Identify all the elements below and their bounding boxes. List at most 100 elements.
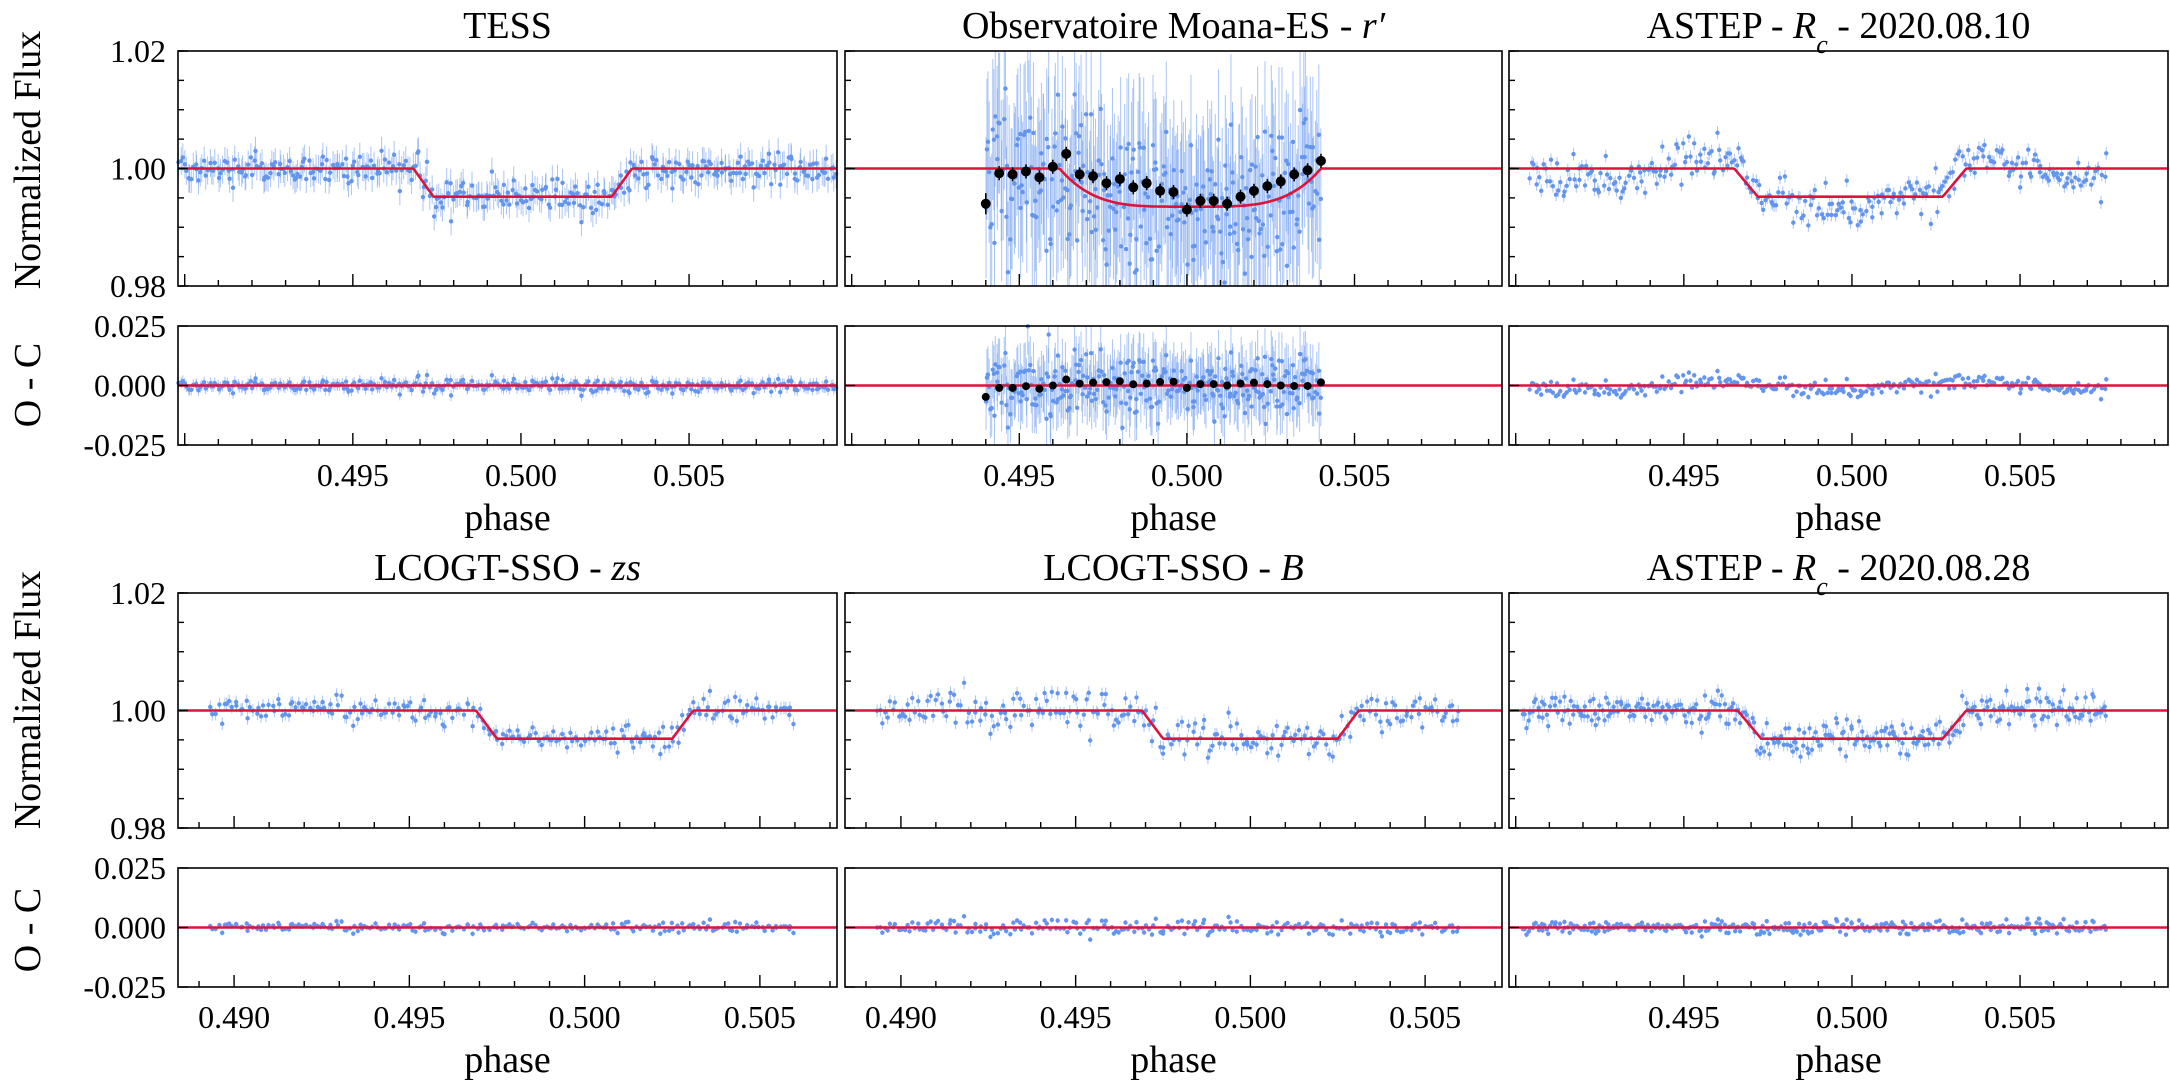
resid-point xyxy=(564,928,570,934)
resid-point xyxy=(1623,389,1628,394)
resid-point xyxy=(547,387,553,393)
flux-point xyxy=(1906,180,1911,185)
flux-point xyxy=(1917,187,1923,193)
flux-point xyxy=(762,170,767,176)
flux-point xyxy=(2014,162,2019,167)
flux-point xyxy=(1808,202,1814,208)
flux-point xyxy=(335,161,340,167)
flux-point xyxy=(514,201,520,206)
binned-point xyxy=(1074,169,1085,180)
binned-resid-point xyxy=(1048,381,1057,390)
binned-point xyxy=(1114,174,1125,185)
flux-ytick-label: 0.98 xyxy=(110,268,166,304)
flux-point xyxy=(533,731,538,736)
flux-point xyxy=(1527,176,1532,181)
flux-point xyxy=(511,178,516,183)
x-tick-label: 0.495 xyxy=(983,457,1055,493)
resid-point xyxy=(249,385,255,391)
flux-point xyxy=(1833,212,1838,218)
flux-point xyxy=(733,694,738,700)
flux-point xyxy=(296,701,301,706)
resid-point xyxy=(1153,368,1159,373)
flux-point xyxy=(1311,204,1316,209)
panel-2: Observatoire Moana-ES - r′ 0.495 0.500 0.50… xyxy=(844,5,1503,539)
resid-point xyxy=(1188,358,1194,363)
flux-point xyxy=(1935,209,1940,215)
flux-data xyxy=(1527,126,2109,232)
flux-point xyxy=(705,705,711,710)
flux-point xyxy=(823,156,829,161)
flux-point xyxy=(1736,146,1741,151)
flux-point xyxy=(1910,186,1915,192)
flux-point xyxy=(1940,183,1945,189)
flux-point xyxy=(559,202,565,208)
flux-data xyxy=(983,51,1324,286)
flux-point xyxy=(568,730,573,736)
binned-point xyxy=(1021,166,1032,177)
resid-point xyxy=(1046,332,1051,337)
flux-point xyxy=(1039,151,1044,156)
flux-point xyxy=(1574,184,1579,189)
flux-point xyxy=(418,705,424,710)
resid-ytick-label: -0.025 xyxy=(83,427,166,463)
flux-point xyxy=(1858,219,1863,224)
binned-resid-point xyxy=(1223,381,1232,390)
resid-point xyxy=(1935,389,1940,394)
flux-point xyxy=(1681,141,1686,146)
resid-point xyxy=(1031,368,1036,374)
flux-point xyxy=(1176,217,1181,222)
flux-point xyxy=(1791,220,1796,225)
flux-point xyxy=(1844,178,1849,183)
flux-point xyxy=(1127,261,1132,266)
flux-point xyxy=(1952,186,1957,192)
resid-point xyxy=(1660,374,1665,379)
resid-point xyxy=(756,386,762,391)
flux-point xyxy=(344,715,349,720)
flux-point xyxy=(1717,147,1722,153)
flux-point xyxy=(791,721,796,727)
flux-point xyxy=(368,158,374,163)
flux-point xyxy=(551,729,556,734)
flux-point xyxy=(2028,174,2034,179)
resid-point xyxy=(339,919,344,924)
resid-point xyxy=(670,391,675,396)
flux-point xyxy=(1550,184,1556,189)
flux-point xyxy=(1886,187,1892,193)
binned-resid-point xyxy=(1156,377,1165,386)
resid-point xyxy=(355,928,360,934)
resid-point xyxy=(823,379,829,384)
flux-point xyxy=(1098,106,1103,112)
flux-ylabel-bottom: Normalized Flux xyxy=(7,571,49,830)
flux-point xyxy=(256,705,261,710)
flux-point xyxy=(433,711,438,716)
flux-point xyxy=(560,731,565,737)
resid-point xyxy=(1164,353,1169,358)
resid-point xyxy=(1848,393,1853,399)
flux-point xyxy=(460,180,466,186)
resid-point xyxy=(1215,388,1221,393)
resid-point xyxy=(1782,375,1788,380)
resid-point xyxy=(431,391,437,396)
resid-point xyxy=(540,380,545,385)
binned-resid-point xyxy=(1290,381,1299,390)
flux-point xyxy=(320,154,326,159)
flux-point xyxy=(2089,182,2094,187)
resid-point xyxy=(1249,404,1254,409)
flux-point xyxy=(297,174,303,179)
flux-point xyxy=(470,724,475,729)
flux-point xyxy=(446,190,451,196)
flux-point xyxy=(1653,169,1659,174)
resid-point xyxy=(696,389,701,395)
flux-point xyxy=(715,173,720,178)
resid-point xyxy=(1192,399,1197,404)
flux-ytick-label: 1.02 xyxy=(110,33,166,69)
binned-point xyxy=(1007,169,1018,180)
flux-point xyxy=(1773,203,1779,208)
resid-point xyxy=(599,386,605,391)
resid-point xyxy=(1150,358,1156,363)
flux-point xyxy=(1317,237,1322,243)
panel-title: LCOGT-SSO - zs xyxy=(374,547,641,589)
resid-point xyxy=(631,928,636,934)
resid-point xyxy=(448,393,454,398)
resid-point xyxy=(1527,387,1532,392)
